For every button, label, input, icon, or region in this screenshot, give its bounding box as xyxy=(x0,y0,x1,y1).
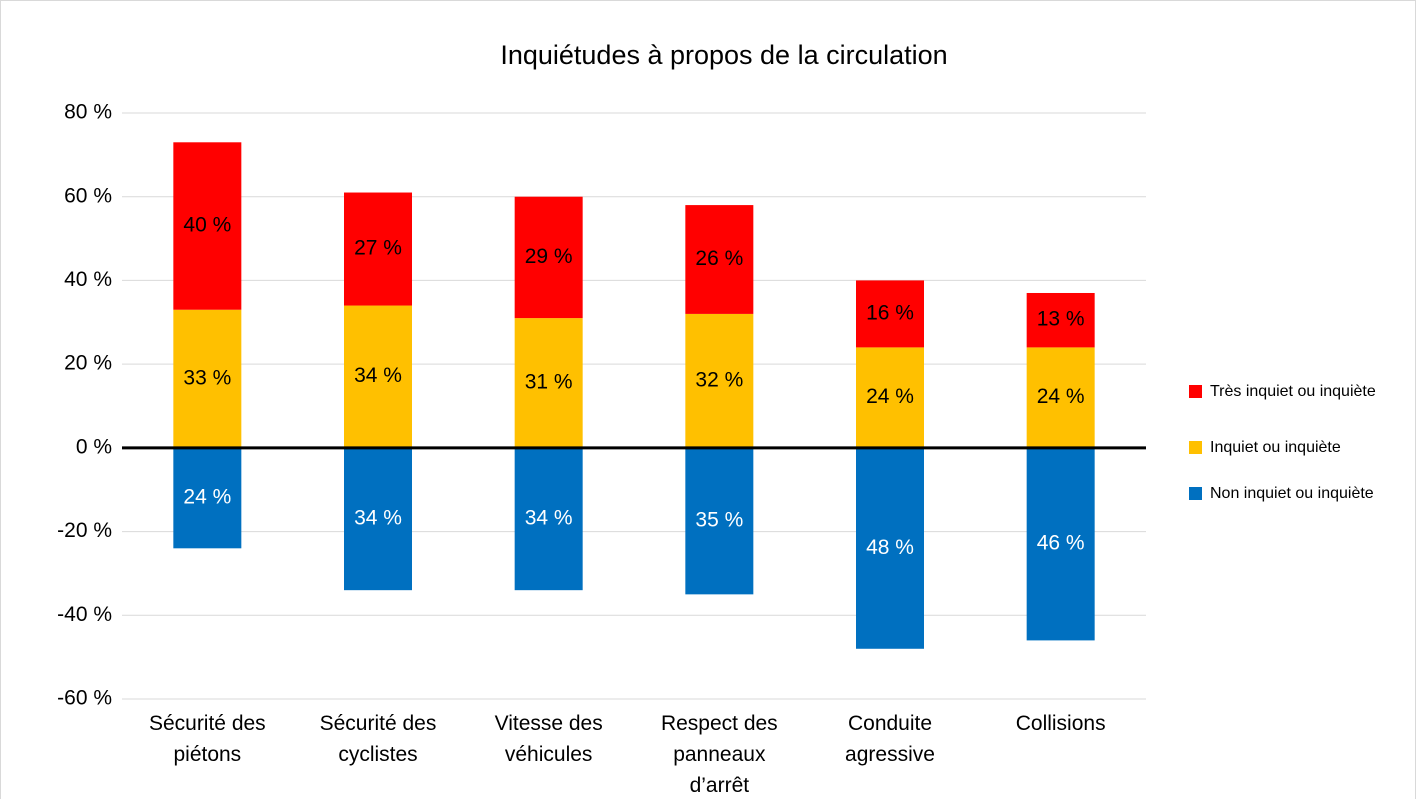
data-label: 34 % xyxy=(525,507,573,530)
y-tick-label: 20 % xyxy=(64,352,112,375)
y-tick-label: 40 % xyxy=(64,268,112,291)
data-label: 24 % xyxy=(866,385,914,408)
legend-label: Non inquiet ou inquiète xyxy=(1210,485,1374,502)
y-tick-label: -20 % xyxy=(57,519,112,542)
bar-segment xyxy=(685,205,754,314)
legend-label: Inquiet ou inquiète xyxy=(1210,439,1341,456)
bar-segment xyxy=(685,447,754,595)
data-label: 27 % xyxy=(354,237,402,260)
legend-swatch xyxy=(1189,441,1202,454)
x-tick-label: Sécurité des cyclistes xyxy=(319,712,437,766)
bar-segment xyxy=(1026,292,1095,348)
bar-segment xyxy=(173,309,242,448)
data-label: 26 % xyxy=(695,247,743,270)
legend-swatch xyxy=(1189,385,1202,398)
data-label: 24 % xyxy=(1037,385,1085,408)
y-tick-label: -40 % xyxy=(57,603,112,626)
x-tick-label: Collisions xyxy=(1015,712,1106,735)
data-label: 40 % xyxy=(183,214,231,237)
data-label: 34 % xyxy=(354,364,402,387)
data-label: 16 % xyxy=(866,301,914,324)
bar-segment xyxy=(173,142,242,310)
y-tick-label: 80 % xyxy=(64,101,112,124)
bar-segment xyxy=(514,447,583,591)
y-tick-label: 60 % xyxy=(64,184,112,207)
y-tick-label: 0 % xyxy=(76,435,112,458)
bar-segment xyxy=(344,192,412,306)
x-tick-label: Respect des panneaux d’arrêt xyxy=(660,712,778,797)
data-label: 33 % xyxy=(183,366,231,389)
bar-segment xyxy=(344,447,412,591)
chart-title: Inquiétudes à propos de la circulation xyxy=(500,40,947,70)
y-tick-label: -60 % xyxy=(57,687,112,710)
bar-segment xyxy=(1026,447,1095,641)
data-label: 32 % xyxy=(695,368,743,391)
bar-segment xyxy=(514,318,583,448)
data-label: 35 % xyxy=(695,509,743,532)
bar-segment xyxy=(685,313,754,448)
legend-swatch xyxy=(1189,487,1202,500)
bar-segment xyxy=(514,196,583,319)
data-label: 13 % xyxy=(1037,308,1085,331)
bar-segment xyxy=(1026,347,1095,448)
bar-segment xyxy=(856,280,924,348)
bar-segment xyxy=(856,447,924,649)
data-label: 46 % xyxy=(1037,532,1085,555)
bar-segment xyxy=(344,305,412,448)
data-label: 29 % xyxy=(525,245,573,268)
x-tick-label: Vitesse des véhicules xyxy=(494,712,603,766)
data-label: 34 % xyxy=(354,507,402,530)
data-label: 48 % xyxy=(866,536,914,559)
bar-segment xyxy=(856,347,924,448)
bar-segment xyxy=(173,447,242,549)
x-tick-label: Conduite agressive xyxy=(845,712,935,766)
data-label: 24 % xyxy=(183,486,231,509)
x-tick-label: Sécurité des piétons xyxy=(148,712,266,766)
data-label: 31 % xyxy=(525,371,573,394)
legend-label: Très inquiet ou inquiète xyxy=(1210,383,1376,400)
